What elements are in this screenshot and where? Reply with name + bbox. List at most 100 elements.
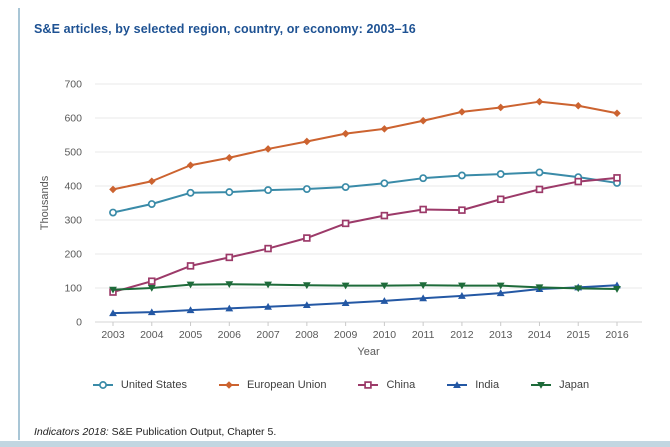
series-line-japan [112, 283, 618, 291]
data-point-marker [458, 206, 466, 214]
x-tick-label: 2012 [450, 329, 474, 341]
x-tick-label: 2007 [256, 329, 280, 341]
data-point-marker [341, 219, 350, 228]
x-tick-label: 2010 [373, 329, 397, 341]
legend-item-united-states: United States [91, 379, 187, 391]
chart-legend: United States European Union China India Jap… [20, 379, 660, 391]
legend-marker-icon-india [447, 381, 468, 388]
data-point-marker [496, 195, 505, 204]
data-point-marker [380, 282, 389, 290]
series-line-india [112, 284, 618, 315]
data-point-marker [186, 188, 195, 197]
data-point-marker [147, 200, 156, 208]
data-point-marker [341, 183, 350, 191]
data-point-marker [109, 309, 117, 317]
series-japan [109, 281, 621, 294]
data-point-marker [147, 308, 156, 316]
y-axis-tick-labels: 0 100 200 300 400 500 600 700 [64, 79, 82, 329]
data-point-marker [457, 171, 466, 180]
legend-item-japan: Japan [529, 379, 589, 391]
x-tick-label: 2003 [101, 329, 125, 341]
data-point-marker [186, 306, 195, 314]
data-point-marker [458, 108, 466, 116]
data-point-marker [225, 253, 234, 262]
data-point-marker [302, 185, 311, 194]
data-point-marker [264, 244, 272, 253]
y-tick-label: 100 [64, 283, 82, 295]
y-tick-label: 300 [64, 215, 82, 227]
series-european-union [109, 97, 621, 194]
data-point-marker [496, 289, 505, 297]
series-line-china [112, 176, 618, 294]
data-point-marker [225, 381, 233, 389]
y-tick-label: 500 [64, 147, 82, 159]
data-point-marker [380, 211, 389, 220]
x-axis-tick-labels: 2003 2004 2005 2006 2007 2008 2009 2010 2011 2012… [101, 322, 629, 341]
data-point-marker [380, 179, 389, 188]
data-point-marker [613, 174, 621, 182]
data-point-marker [574, 101, 583, 110]
data-point-marker [574, 285, 583, 293]
data-point-marker [613, 286, 621, 293]
legend-marker-icon-european-union [218, 381, 239, 389]
series-line-united-states [112, 171, 618, 214]
data-point-marker [419, 282, 428, 290]
series-united-states [109, 168, 621, 217]
y-tick-label: 0 [76, 317, 82, 329]
data-point-marker [303, 137, 311, 146]
data-point-marker [225, 153, 234, 162]
data-point-marker [109, 185, 117, 194]
legend-marker-icon-japan [531, 382, 552, 389]
bottom-accent-bar [0, 441, 670, 447]
data-point-marker [535, 168, 544, 177]
data-point-marker [535, 284, 544, 292]
data-point-marker [535, 185, 544, 194]
data-point-marker [303, 234, 311, 242]
series-line-european-union [112, 100, 618, 191]
legend-label-japan: Japan [559, 379, 590, 391]
data-point-marker [302, 301, 311, 308]
data-point-marker [264, 302, 272, 310]
source-note-report: Indicators 2018: [34, 426, 109, 438]
data-point-marker [419, 294, 428, 302]
y-tick-label: 700 [64, 79, 82, 91]
data-point-marker [613, 109, 621, 118]
x-tick-label: 2013 [489, 329, 513, 341]
chart-title: S&E articles, by selected region, countr… [34, 22, 416, 36]
data-point-marker [264, 186, 273, 195]
legend-item-china: China [356, 379, 415, 391]
legend-item-india: India [445, 379, 499, 391]
y-tick-label: 200 [64, 249, 82, 261]
source-note: Indicators 2018: S&E Publication Output,… [34, 426, 276, 438]
data-point-marker [225, 304, 234, 312]
data-point-marker [535, 97, 544, 106]
x-tick-label: 2006 [218, 329, 242, 341]
data-point-marker [496, 170, 505, 179]
x-tick-label: 2004 [140, 329, 164, 341]
data-point-marker [419, 116, 427, 125]
x-tick-label: 2008 [295, 329, 319, 341]
data-point-marker [537, 382, 545, 389]
data-point-marker [496, 103, 505, 112]
data-point-marker [264, 145, 272, 153]
x-tick-label: 2016 [605, 329, 629, 341]
data-point-marker [496, 282, 505, 290]
data-point-marker [148, 277, 156, 285]
data-point-marker [364, 381, 373, 389]
data-point-marker [458, 292, 466, 299]
legend-label-india: India [475, 379, 500, 391]
data-point-marker [186, 281, 195, 289]
data-point-marker [458, 282, 466, 290]
legend-label-united-states: United States [120, 379, 187, 391]
data-point-marker [109, 208, 117, 217]
data-point-marker [419, 174, 428, 183]
data-point-marker [225, 281, 234, 289]
x-axis-title: Year [357, 346, 380, 358]
data-point-marker [380, 125, 389, 133]
legend-marker-icon-united-states [92, 381, 113, 389]
legend-label-european-union: European Union [246, 379, 327, 391]
data-point-marker [98, 381, 107, 389]
data-point-marker [419, 205, 427, 214]
